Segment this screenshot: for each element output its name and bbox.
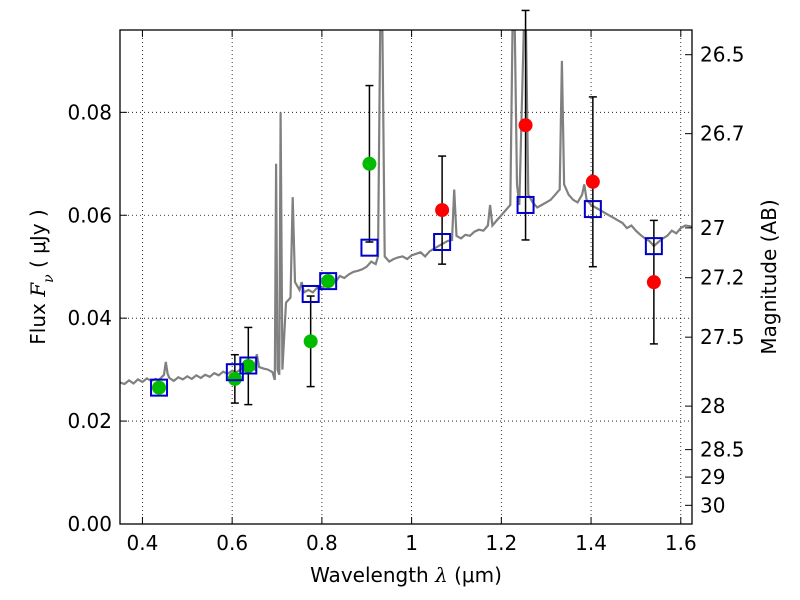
data-point <box>585 174 600 189</box>
model-point <box>583 200 602 219</box>
y-tick-label: 0.00 <box>67 512 112 536</box>
model-point <box>239 356 258 375</box>
y2-axis-label: Magnitude (AB) <box>757 199 781 354</box>
model-point <box>150 378 169 397</box>
axes: 0.4 0.6 0.8 1 1.2 1.4 1.6 0.00 0.02 0.04 0.06 0.08 2… <box>67 30 745 555</box>
grid <box>120 30 692 525</box>
x-tick-label: 1.4 <box>575 531 607 555</box>
data-point <box>303 334 318 349</box>
y2-tick-label: 26.5 <box>700 43 745 67</box>
data-point <box>241 359 256 374</box>
y2-tick-label: 28.5 <box>700 438 745 462</box>
y-axis-label: Flux Fν ( μJy ) <box>26 209 57 344</box>
y-tick-label: 0.02 <box>67 409 112 433</box>
model-point <box>360 238 379 257</box>
x-axis-label: Wavelength λ (μm) <box>310 563 502 587</box>
plot-frame <box>119 29 693 525</box>
spectrum-line <box>120 30 692 386</box>
model-point <box>225 363 244 382</box>
data-point <box>321 274 336 289</box>
model-point <box>644 237 663 256</box>
y2-tick-label: 27.2 <box>700 266 745 290</box>
model-point <box>433 233 452 252</box>
data-point <box>362 156 377 171</box>
data-point <box>518 118 533 133</box>
y-tick-label: 0.08 <box>67 100 112 124</box>
y2-tick-label: 27 <box>700 216 725 240</box>
model-point <box>516 195 535 214</box>
model-point <box>301 284 320 303</box>
plot-data <box>120 9 692 406</box>
y2-tick-label: 27.5 <box>700 325 745 349</box>
x-tick-label: 1.6 <box>665 531 697 555</box>
y2-tick-label: 29 <box>700 465 725 489</box>
x-tick-label: 1.2 <box>485 531 517 555</box>
x-tick-label: 0.8 <box>306 531 338 555</box>
y2-tick-label: 26.7 <box>700 122 745 146</box>
data-point <box>227 371 242 386</box>
y2-tick-label: 30 <box>700 493 725 517</box>
model-point <box>319 272 338 291</box>
data-point <box>435 203 450 218</box>
y-tick-label: 0.04 <box>67 306 112 330</box>
data-point <box>646 275 661 290</box>
data-point <box>152 380 167 395</box>
x-tick-label: 0.4 <box>127 531 159 555</box>
y2-tick-label: 28 <box>700 394 725 418</box>
y-tick-label: 0.06 <box>67 203 112 227</box>
x-tick-label: 1 <box>405 531 418 555</box>
x-tick-label: 0.6 <box>216 531 248 555</box>
